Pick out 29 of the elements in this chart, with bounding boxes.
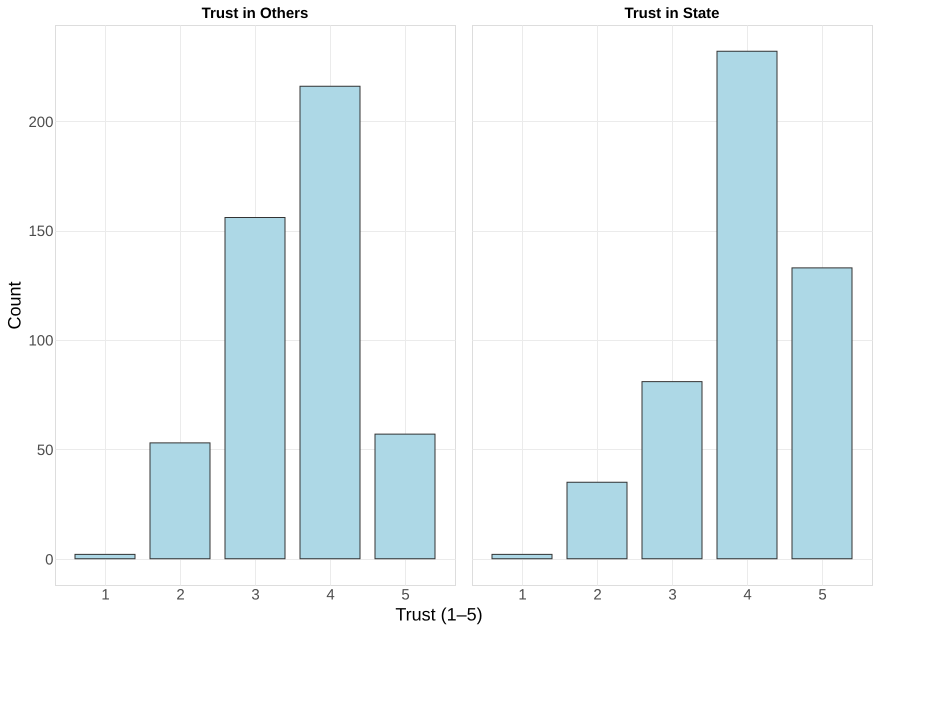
x-tick-label: 2: [593, 586, 602, 604]
bar: [224, 217, 286, 560]
bar: [374, 434, 436, 560]
bar: [792, 267, 852, 560]
x-tick-label: 4: [326, 586, 335, 604]
bar: [642, 381, 702, 560]
y-tick-label: 100: [28, 332, 54, 350]
x-tick-label: 1: [518, 586, 527, 604]
x-tick-label: 5: [818, 586, 827, 604]
chart-title: Trust in Others: [202, 5, 308, 22]
y-tick-label: 50: [36, 442, 54, 459]
y-tick-label: 150: [28, 223, 54, 240]
y-tick-label: 200: [28, 114, 54, 131]
x-tick-label: 5: [401, 586, 410, 604]
bar: [300, 86, 360, 560]
bar: [566, 482, 628, 560]
bar: [716, 50, 778, 560]
y-axis-title: Count: [4, 281, 24, 330]
x-tick-label: 1: [101, 586, 110, 604]
chart-title: Trust in State: [624, 5, 720, 22]
x-axis-title: Trust (1–5): [395, 604, 483, 624]
x-tick-label: 2: [176, 586, 185, 604]
x-tick-label: 3: [668, 586, 677, 604]
y-tick-label: 0: [45, 551, 54, 568]
bar: [150, 442, 210, 560]
x-tick-label: 3: [251, 586, 260, 604]
bar: [74, 554, 136, 560]
bar: [492, 554, 552, 560]
x-tick-label: 4: [743, 586, 752, 604]
